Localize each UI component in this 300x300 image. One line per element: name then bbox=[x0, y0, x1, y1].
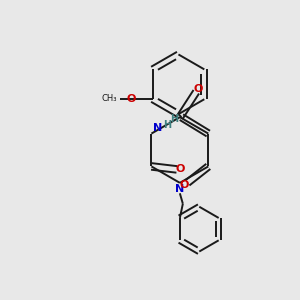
Text: O: O bbox=[180, 180, 189, 190]
Text: O: O bbox=[127, 94, 136, 104]
Text: N: N bbox=[175, 184, 184, 194]
Text: O: O bbox=[194, 84, 203, 94]
Text: O: O bbox=[176, 164, 185, 174]
Text: CH₃: CH₃ bbox=[102, 94, 117, 103]
Text: H: H bbox=[163, 120, 171, 130]
Text: N: N bbox=[153, 123, 163, 133]
Text: H: H bbox=[170, 114, 178, 124]
